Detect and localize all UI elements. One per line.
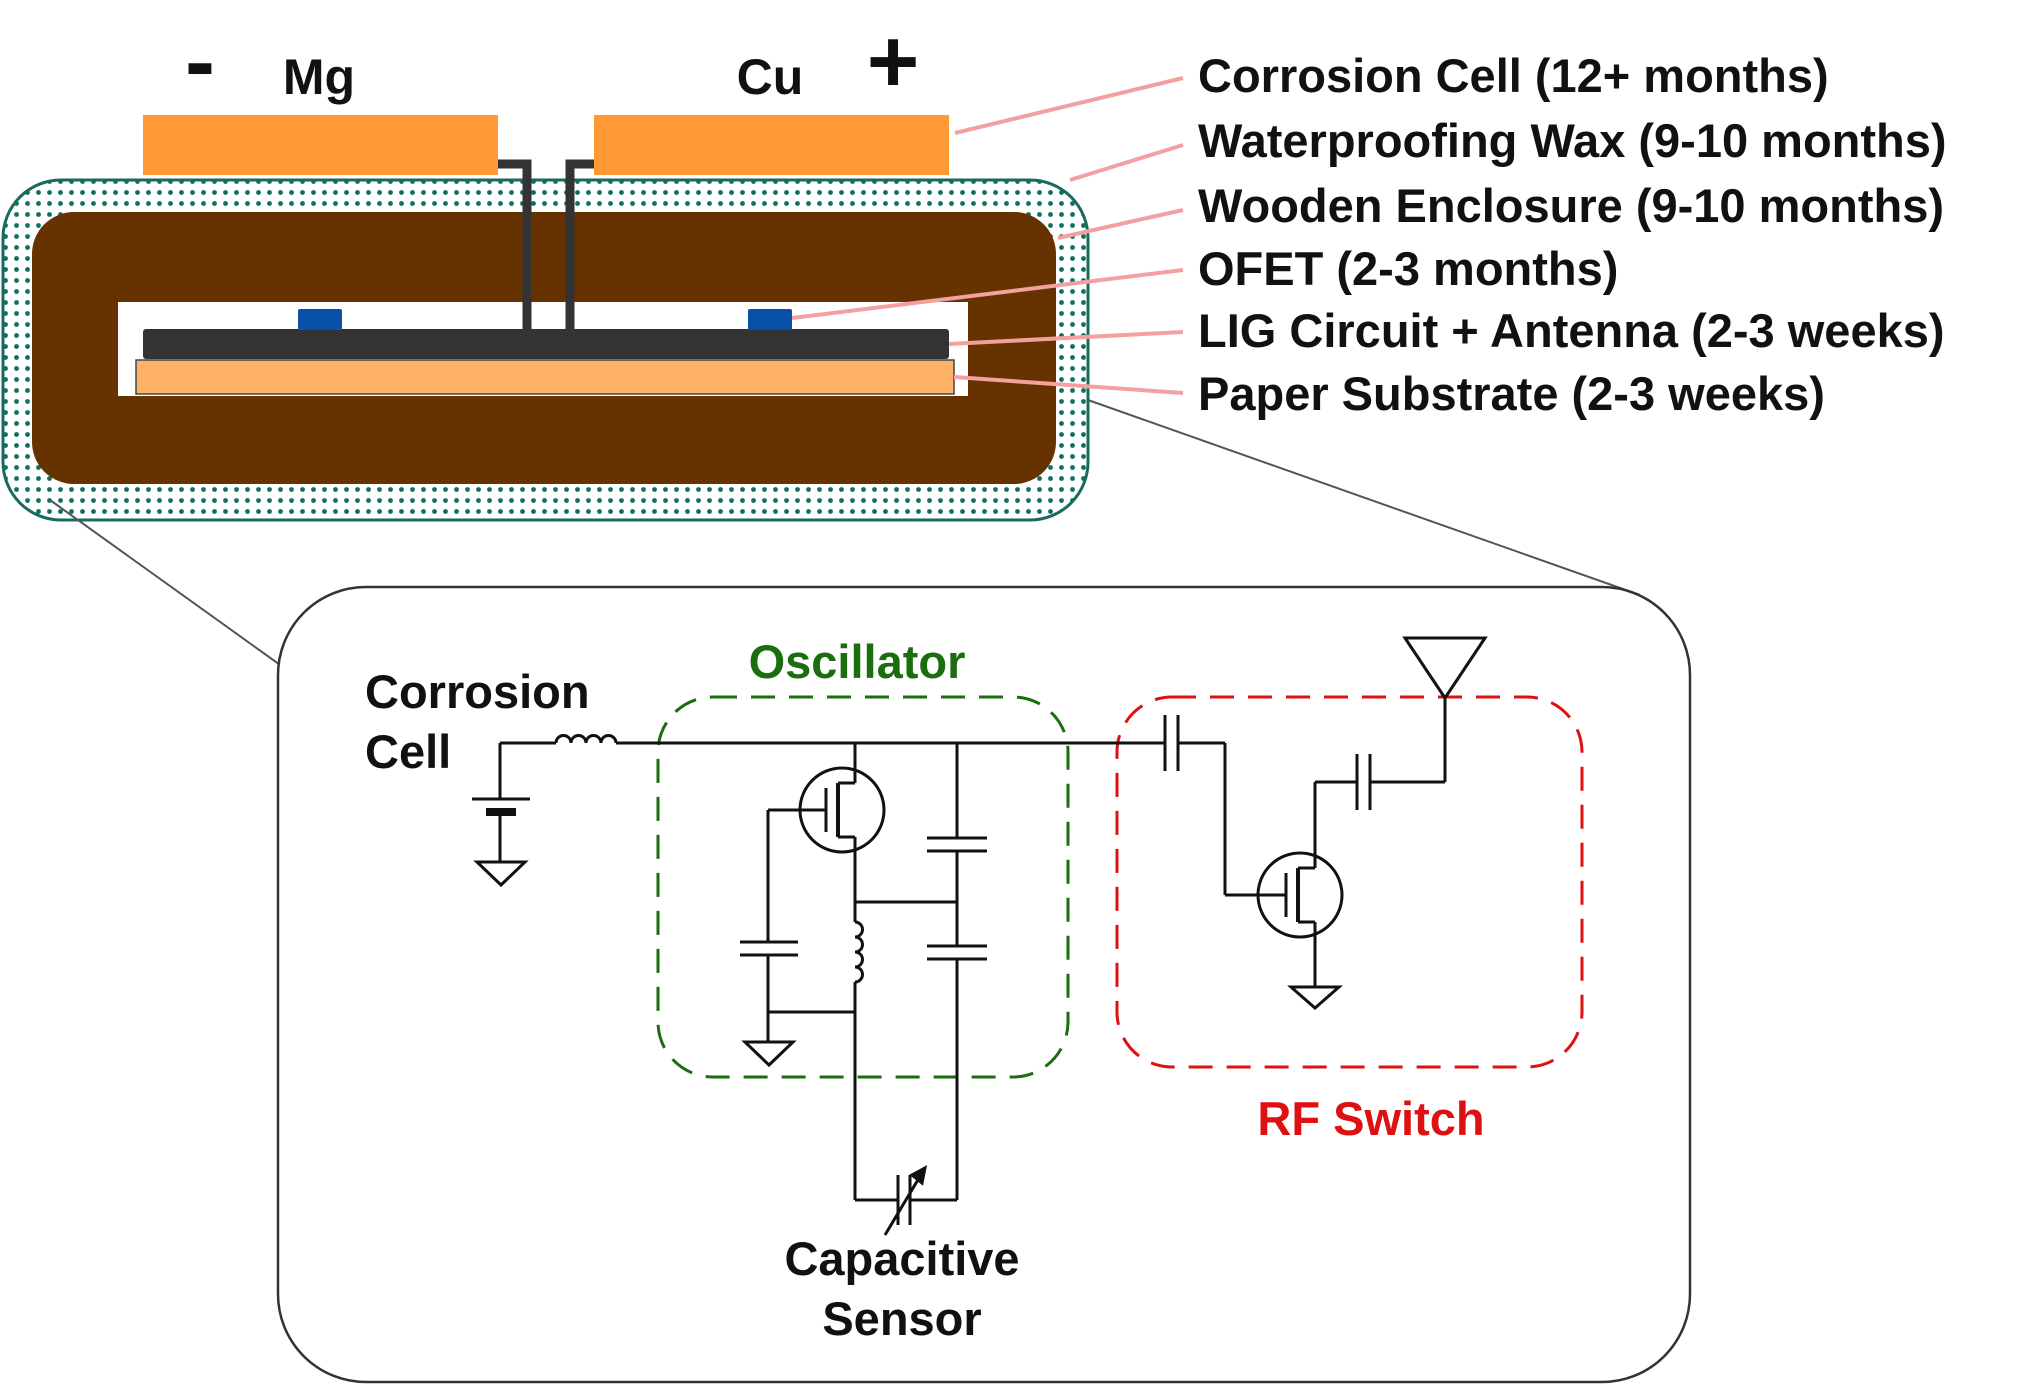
cathode-label: Cu	[737, 49, 804, 105]
antenna-icon	[1402, 636, 1488, 701]
leader-lig-circuit	[948, 330, 1184, 346]
layer-leader-lines	[791, 76, 1184, 395]
capacitive-sensor-label-line1: Capacitive	[784, 1232, 1019, 1285]
cathode-sign: +	[867, 12, 920, 112]
ofet-left	[298, 309, 342, 330]
corrosion-cell-label-line1: Corrosion	[365, 665, 590, 718]
zoom-line-right	[1087, 399, 1641, 596]
series-inductor-icon	[554, 734, 618, 744]
mg-lead-wire	[498, 159, 532, 332]
zoom-callout	[49, 399, 1692, 1384]
circuit-labels: Corrosion Cell Oscillator RF Switch Capa…	[365, 635, 1485, 1345]
rf-switch-label: RF Switch	[1257, 1092, 1484, 1145]
anode-label: Mg	[283, 49, 355, 105]
oscillator-ground-icon	[741, 1040, 797, 1068]
leader-waterproofing-wax	[1069, 143, 1184, 182]
anode-sign: -	[185, 12, 215, 112]
label-ofet: OFET (2-3 months)	[1198, 242, 1618, 295]
zoom-line-left	[49, 499, 284, 668]
leader-ofet	[791, 268, 1184, 320]
leader-paper-substrate	[953, 375, 1184, 395]
rf-switch-ground-icon	[1287, 985, 1343, 1010]
ground-icon	[473, 860, 529, 888]
corrosion-cell-battery-symbol	[472, 743, 530, 862]
oscillator-block	[656, 695, 1070, 1079]
device-cross-section: - Mg Cu +	[1, 12, 1090, 522]
label-paper-substrate: Paper Substrate (2-3 weeks)	[1198, 367, 1825, 420]
oscillator-inductor-icon	[854, 920, 864, 984]
corrosion-cell-label-line2: Cell	[365, 725, 451, 778]
circuit-schematic	[472, 636, 1584, 1236]
label-waterproofing-wax: Waterproofing Wax (9-10 months)	[1198, 114, 1947, 167]
ofet-right	[748, 309, 792, 330]
cu-lead-wire	[565, 159, 594, 332]
label-corrosion-cell: Corrosion Cell (12+ months)	[1198, 49, 1829, 102]
mg-electrode	[143, 115, 498, 175]
capacitive-sensor-label-line2: Sensor	[822, 1292, 981, 1345]
leader-wooden-enclosure	[1057, 208, 1184, 240]
circuit-detail-panel	[276, 585, 1692, 1384]
cu-electrode	[594, 115, 949, 175]
rf-switch-block	[1115, 695, 1584, 1069]
variable-capacitor-icon	[883, 1165, 928, 1236]
leader-corrosion-cell	[954, 76, 1184, 135]
paper-substrate-layer	[135, 359, 955, 395]
lig-circuit-layer	[143, 329, 949, 359]
oscillator-label: Oscillator	[749, 635, 966, 688]
rf-switch-transistor-icon	[1256, 851, 1344, 939]
layer-labels: Corrosion Cell (12+ months) Waterproofin…	[1198, 49, 1947, 420]
label-lig-circuit: LIG Circuit + Antenna (2-3 weeks)	[1198, 304, 1945, 357]
label-wooden-enclosure: Wooden Enclosure (9-10 months)	[1198, 179, 1944, 232]
